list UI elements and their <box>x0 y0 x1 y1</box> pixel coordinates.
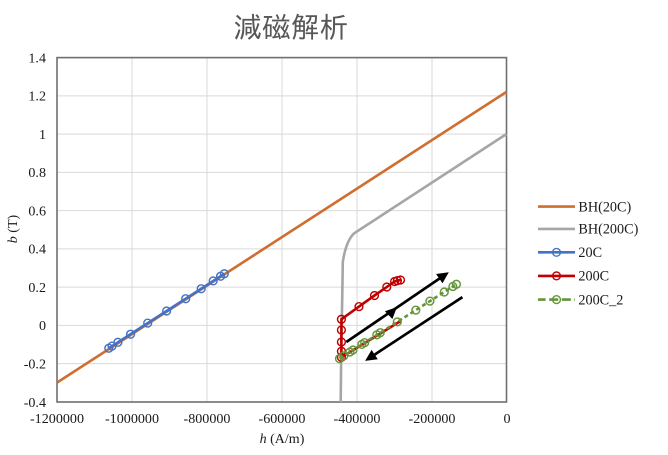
svg-text:0: 0 <box>39 318 46 334</box>
svg-text:0.8: 0.8 <box>28 165 46 181</box>
svg-text:20C: 20C <box>578 245 602 261</box>
svg-text:-0.4: -0.4 <box>24 395 46 411</box>
svg-text:BH(20C): BH(20C) <box>578 199 631 215</box>
svg-text:-1000000: -1000000 <box>105 411 159 427</box>
svg-text:-0.2: -0.2 <box>24 356 46 372</box>
svg-text:-600000: -600000 <box>259 411 306 427</box>
svg-text:1: 1 <box>39 127 46 143</box>
svg-text:h (A/m): h (A/m) <box>260 432 305 447</box>
svg-text:200C: 200C <box>578 269 609 285</box>
svg-text:0: 0 <box>503 411 510 427</box>
svg-text:0.6: 0.6 <box>28 203 46 219</box>
svg-text:BH(200C): BH(200C) <box>578 222 638 238</box>
svg-text:b (T): b (T) <box>6 214 21 243</box>
svg-text:200C_2: 200C_2 <box>578 292 623 308</box>
svg-text:0.2: 0.2 <box>28 280 46 296</box>
svg-text:1.2: 1.2 <box>28 89 46 105</box>
svg-text:-1200000: -1200000 <box>30 411 84 427</box>
svg-text:-800000: -800000 <box>184 411 231 427</box>
svg-text:-200000: -200000 <box>409 411 456 427</box>
svg-text:-400000: -400000 <box>334 411 381 427</box>
svg-text:0.4: 0.4 <box>28 242 46 258</box>
svg-text:1.4: 1.4 <box>28 50 46 66</box>
